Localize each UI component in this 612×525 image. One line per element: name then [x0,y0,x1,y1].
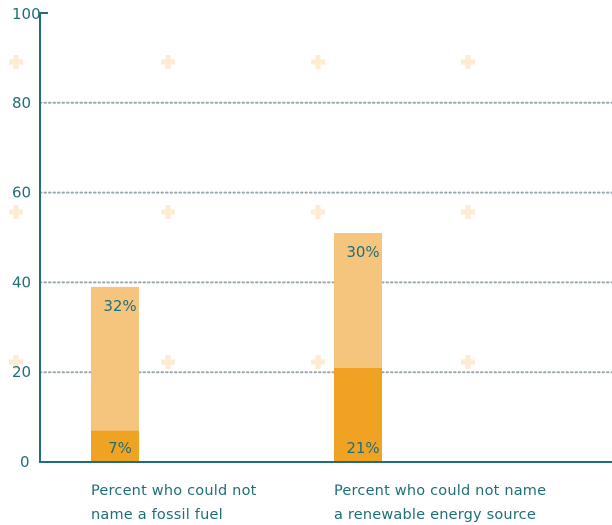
category-label: Percent who could not name [334,483,546,499]
category-label: name a fossil fuel [91,507,223,523]
y-tick-label: 20 [12,363,31,381]
bars [91,233,382,462]
plus-watermark-v [13,205,19,219]
plus-watermark-v [13,355,19,369]
y-tick-label: 40 [12,273,31,291]
plus-watermark-v [315,55,321,69]
bar-segment [334,233,382,368]
axes [39,12,612,463]
plus-watermark-v [165,55,171,69]
plus-watermark-v [465,355,471,369]
data-label: 21% [346,439,379,457]
data-label: 7% [108,439,132,457]
y-tick-label: 80 [12,94,31,112]
bar-segment [91,286,139,431]
plus-watermark-v [465,205,471,219]
plus-watermark-v [465,55,471,69]
data-label: 30% [346,243,379,261]
bar-segment [334,367,382,462]
y-tick-label: 0 [20,453,30,471]
plus-watermark-v [315,355,321,369]
labels: 7% 32% 21% 30% 0 20 40 60 80 100 Percent who could… [12,5,546,523]
plus-watermark-v [13,55,19,69]
data-label: 32% [103,297,136,315]
gridlines [39,101,612,374]
plus-watermark-v [165,355,171,369]
category-label: a renewable energy source [334,507,536,523]
category-label: Percent who could not [91,483,257,499]
plus-watermark-pattern [9,55,475,369]
y-tick-label: 60 [12,184,31,202]
plus-watermark-v [165,205,171,219]
bar-segment [91,430,139,462]
plus-watermark-v [315,205,321,219]
y-tick-label: 100 [12,5,41,23]
